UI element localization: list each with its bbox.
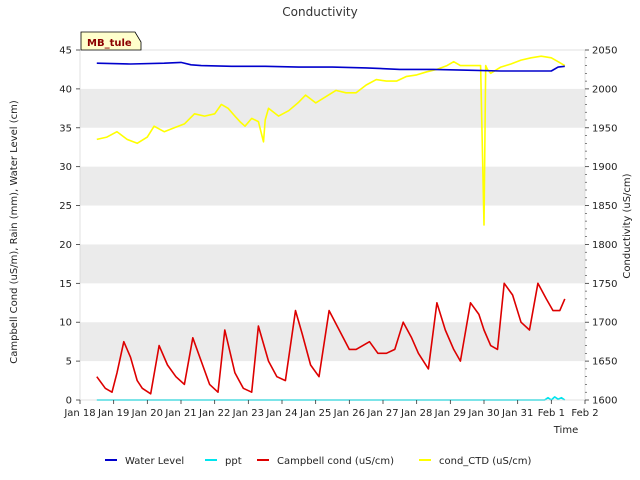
y-left-tick-label: 40 — [59, 84, 72, 95]
site-badge: MB_tule — [80, 31, 142, 51]
series-line-cond-ctd-us-cm — [96, 55, 566, 226]
site-badge-label: MB_tule — [87, 38, 132, 49]
y-left-tick-label: 30 — [59, 162, 72, 173]
y-right-tick-label: 1600 — [592, 396, 617, 407]
chart-title: Conductivity — [282, 5, 357, 19]
x-tick-label: Jan 25 — [299, 408, 331, 419]
y-right-tick-label: 1950 — [592, 123, 617, 134]
x-tick-label: Jan 27 — [366, 408, 398, 419]
y-left-tick-label: 5 — [66, 357, 72, 368]
x-tick-label: Jan 29 — [434, 408, 466, 419]
grid-band — [80, 166, 585, 206]
y-right-tick-label: 2050 — [592, 46, 617, 57]
y-left-tick-label: 15 — [59, 279, 72, 290]
x-tick-label: Jan 21 — [164, 408, 196, 419]
legend: Water Level ppt Campbell cond (uS/cm) cond_… — [105, 456, 531, 467]
x-tick-label: Jan 18 — [63, 408, 95, 419]
y-left-tick-label: 0 — [66, 396, 72, 407]
x-axis-ticks: Jan 18 Jan 19 Jan 20 Jan 21 Jan 22 Jan 23 Jan … — [63, 400, 599, 419]
y-left-tick-label: 10 — [59, 318, 72, 329]
x-tick-label: Jan 26 — [333, 408, 365, 419]
y-left-tick-label: 45 — [59, 46, 72, 57]
x-tick-label: Feb 2 — [571, 408, 598, 419]
plot-frame — [79, 49, 586, 401]
site-badge-shape — [80, 31, 142, 51]
grid-band — [80, 322, 585, 362]
y-right-tick-label: 1850 — [592, 201, 617, 212]
series-line-water-level — [96, 61, 565, 72]
x-tick-label: Jan 24 — [265, 408, 297, 419]
x-tick-label: Jan 30 — [467, 408, 499, 419]
y-left-axis-ticks: 0 5 10 15 20 25 30 35 40 45 — [59, 46, 80, 407]
grid-band — [80, 244, 585, 284]
x-tick-label: Jan 22 — [198, 408, 230, 419]
x-tick-label: Jan 28 — [400, 408, 432, 419]
legend-label: cond_CTD (uS/cm) — [439, 456, 531, 467]
y-right-tick-label: 2000 — [592, 84, 617, 95]
y-left-axis-title: Campbell Cond (uS/m), Rain (mm), Water L… — [9, 100, 20, 364]
legend-label: ppt — [225, 456, 242, 467]
x-axis-title: Time — [553, 425, 578, 436]
y-right-tick-label: 1800 — [592, 240, 617, 251]
y-right-tick-label: 1750 — [592, 279, 617, 290]
series-line-ppt — [96, 396, 566, 401]
y-right-axis-title: Conductivity (uS/cm) — [622, 173, 633, 278]
y-right-axis-ticks: 1600 1650 1700 1750 1800 1850 1900 1950 2000 2050 — [585, 46, 617, 407]
legend-label: Campbell cond (uS/cm) — [277, 456, 394, 467]
x-tick-label: Jan 20 — [131, 408, 163, 419]
y-right-tick-label: 1650 — [592, 357, 617, 368]
background-bands — [80, 88, 585, 362]
y-right-tick-label: 1900 — [592, 162, 617, 173]
series-line-campbell-cond-us-cm — [96, 282, 566, 395]
y-right-tick-label: 1700 — [592, 318, 617, 329]
x-tick-label: Feb 1 — [538, 408, 565, 419]
grid-band — [80, 88, 585, 128]
legend-label: Water Level — [125, 456, 184, 467]
x-tick-label: Jan 23 — [232, 408, 264, 419]
series-layer — [96, 55, 566, 401]
y-left-tick-label: 20 — [59, 240, 72, 251]
x-tick-label: Jan 31 — [501, 408, 533, 419]
y-left-tick-label: 25 — [59, 201, 72, 212]
x-tick-label: Jan 19 — [97, 408, 129, 419]
y-left-tick-label: 35 — [59, 123, 72, 134]
